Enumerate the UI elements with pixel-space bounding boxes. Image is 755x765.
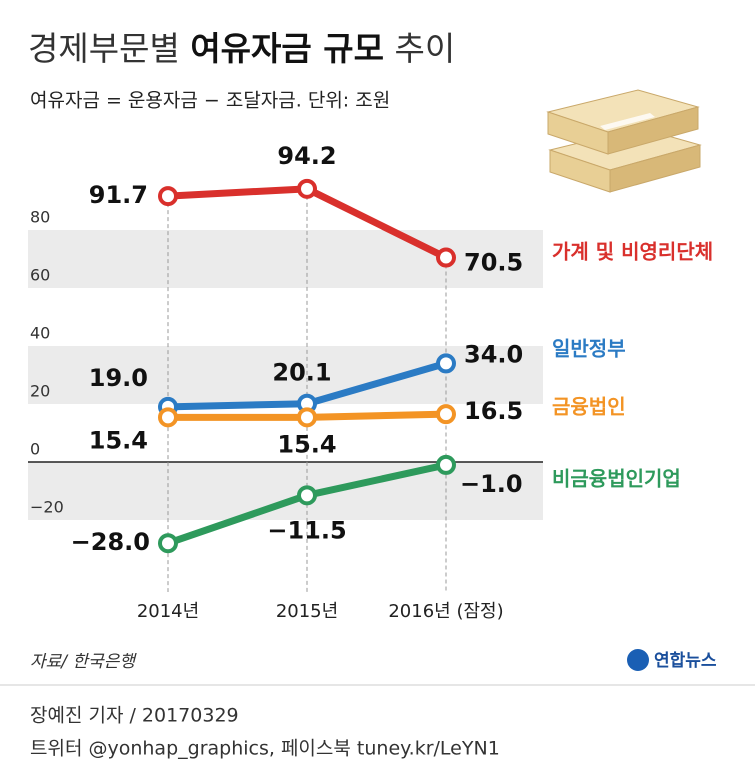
grid-band bbox=[28, 462, 543, 520]
chart-title: 경제부문별 여유자금 규모 추이 bbox=[28, 29, 455, 68]
value-label: 70.5 bbox=[464, 249, 523, 277]
value-label: −28.0 bbox=[71, 528, 150, 556]
grid-band bbox=[28, 230, 543, 288]
legend-label: 일반정부 bbox=[552, 337, 626, 361]
logo: 연합뉴스 bbox=[654, 650, 717, 671]
value-label: −1.0 bbox=[460, 470, 523, 498]
value-label: 15.4 bbox=[277, 430, 336, 458]
y-tick-label: 20 bbox=[30, 382, 50, 401]
social: 트위터 @yonhap_graphics, 페이스북 tuney.kr/LeYN… bbox=[30, 738, 500, 760]
value-label: 19.0 bbox=[89, 364, 148, 392]
y-tick-label: −20 bbox=[30, 498, 64, 517]
legend-label: 비금융법인기업 bbox=[552, 467, 681, 491]
point bbox=[158, 533, 178, 554]
point bbox=[436, 404, 456, 425]
point bbox=[436, 247, 456, 268]
point bbox=[158, 186, 178, 207]
value-label: 15.4 bbox=[89, 426, 148, 454]
credit: 장예진 기자 / 20170329 bbox=[30, 705, 239, 727]
point bbox=[436, 454, 456, 475]
value-label: 16.5 bbox=[464, 397, 523, 425]
legend-label: 금융법인 bbox=[552, 395, 626, 419]
title-part: 추이 bbox=[394, 29, 455, 68]
x-tick-label: 2016년 (잠정) bbox=[388, 601, 503, 622]
legend-label: 가계 및 비영리단체 bbox=[552, 240, 713, 264]
y-tick-label: 60 bbox=[30, 266, 50, 285]
plot: 80 60 40 20 0 −20 2014년 2015년 2016년 (잠정) 91.7 94.2… bbox=[28, 142, 713, 622]
value-label: −11.5 bbox=[267, 516, 346, 544]
subtitle: 여유자금 = 운용자금 − 조달자금. 단위: 조원 bbox=[30, 90, 390, 112]
value-label: 91.7 bbox=[89, 181, 148, 209]
value-label: 20.1 bbox=[272, 359, 331, 387]
x-tick-label: 2015년 bbox=[276, 601, 338, 622]
source: 자료/ 한국은행 bbox=[30, 652, 137, 672]
title-part: 여유자금 규모 bbox=[190, 29, 384, 68]
value-label: 94.2 bbox=[277, 142, 336, 170]
title-part: 경제부문별 bbox=[28, 29, 180, 68]
y-tick-label: 40 bbox=[30, 324, 50, 343]
x-tick-label: 2014년 bbox=[137, 601, 199, 622]
y-tick-label: 0 bbox=[30, 440, 40, 459]
point bbox=[297, 485, 317, 506]
value-label: 34.0 bbox=[464, 340, 523, 368]
point bbox=[297, 178, 317, 199]
money-icon bbox=[546, 89, 702, 193]
grid-band bbox=[28, 346, 543, 404]
point bbox=[158, 407, 178, 428]
y-tick-label: 80 bbox=[30, 208, 50, 227]
point bbox=[297, 407, 317, 428]
logo-icon bbox=[627, 649, 649, 671]
point bbox=[436, 353, 456, 374]
